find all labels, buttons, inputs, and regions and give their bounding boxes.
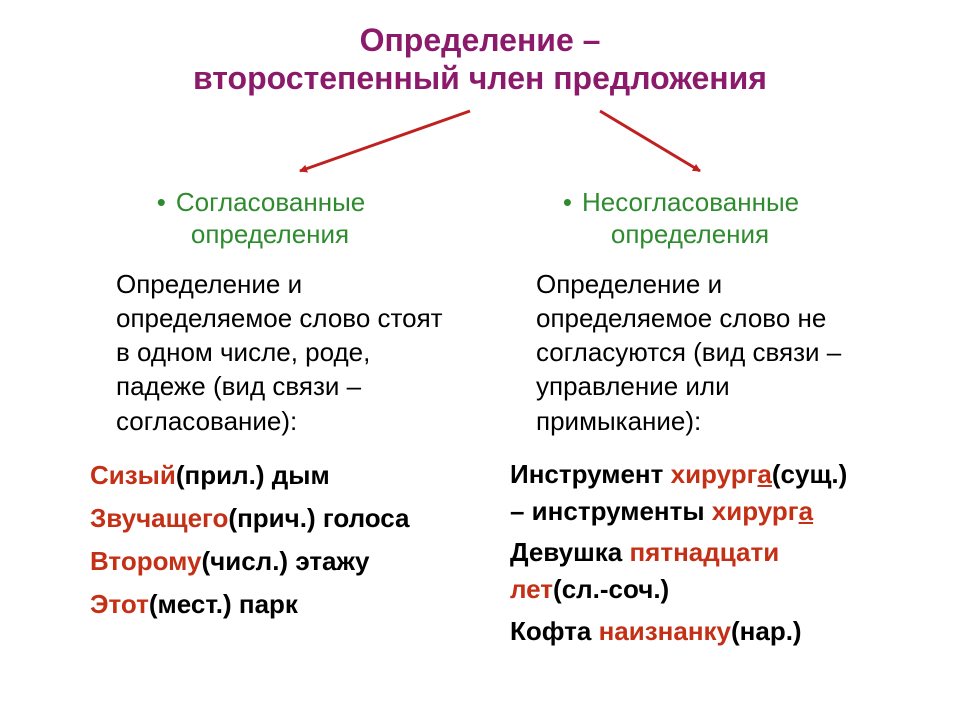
right-ex-1: Инструмент хирурга(сущ.) – инструменты х… <box>510 456 870 530</box>
r-ex3-pos: (нар.) <box>731 616 802 646</box>
right-subtitle-l2: определения <box>611 219 769 249</box>
bullet-icon: • <box>157 187 166 217</box>
title-line-1: Определение – <box>90 22 870 60</box>
left-ex1-pos: (прил.) <box>176 460 272 490</box>
column-left: • Согласованные определения Определение и… <box>90 186 450 655</box>
r-ex1-a: Инструмент <box>510 459 671 489</box>
left-ex1-word: Сизый <box>90 460 176 490</box>
bullet-icon: • <box>563 187 572 217</box>
left-ex4-word: Этот <box>90 589 149 619</box>
right-subtitle-l1: Несогласованные <box>582 187 799 217</box>
left-ex4-pos: (мест.) <box>149 589 239 619</box>
left-subtitle-l2: определения <box>191 219 349 249</box>
right-description: Определение и определяемое слово не согл… <box>510 267 870 439</box>
arrow-left <box>300 111 470 171</box>
left-ex4-rest: парк <box>239 589 298 619</box>
left-description: Определение и определяемое слово стоят в… <box>90 267 450 439</box>
r-ex1-d: – инструменты <box>510 496 712 526</box>
left-ex-2: Звучащего(прич.) голоса <box>90 499 450 538</box>
left-ex2-word: Звучащего <box>90 503 228 533</box>
right-ex-2: Девушка пятнадцати лет(сл.-соч.) <box>510 534 870 608</box>
r-ex1-b: хирург <box>671 459 758 489</box>
column-right: • Несогласованные определения Определение… <box>510 186 870 655</box>
arrow-right <box>600 111 700 171</box>
r-ex1-f: а <box>799 496 813 526</box>
left-examples: Сизый(прил.) дым Звучащего(прич.) голоса… <box>90 456 450 624</box>
left-ex3-pos: (числ.) <box>201 546 295 576</box>
page-title: Определение – второстепенный член предло… <box>90 22 870 98</box>
right-subtitle: • Несогласованные определения <box>510 186 870 251</box>
slide: Определение – второстепенный член предло… <box>0 0 960 720</box>
r-ex1-pos: (сущ.) <box>772 459 847 489</box>
right-ex-3: Кофта наизнанку(нар.) <box>510 612 870 651</box>
r-ex3-b: наизнанку <box>599 616 731 646</box>
columns: • Согласованные определения Определение и… <box>90 186 870 655</box>
r-ex2-a: Девушка <box>510 537 629 567</box>
right-examples: Инструмент хирурга(сущ.) – инструменты х… <box>510 456 870 651</box>
r-ex1-c: а <box>757 459 771 489</box>
title-line-2: второстепенный член предложения <box>90 60 870 98</box>
r-ex3-a: Кофта <box>510 616 599 646</box>
left-ex2-rest: голоса <box>323 503 410 533</box>
r-ex1-e: хирург <box>712 496 799 526</box>
left-ex3-rest: этажу <box>295 546 369 576</box>
left-ex-1: Сизый(прил.) дым <box>90 456 450 495</box>
left-subtitle: • Согласованные определения <box>90 186 450 251</box>
left-subtitle-l1: Согласованные <box>176 187 365 217</box>
left-ex1-rest: дым <box>272 460 330 490</box>
r-ex2-pos: (сл.-соч.) <box>553 574 669 604</box>
arrow-diagram <box>90 106 870 186</box>
left-ex-3: Второму(числ.) этажу <box>90 542 450 581</box>
left-ex-4: Этот(мест.) парк <box>90 585 450 624</box>
left-ex2-pos: (прич.) <box>228 503 322 533</box>
left-ex3-word: Второму <box>90 546 201 576</box>
